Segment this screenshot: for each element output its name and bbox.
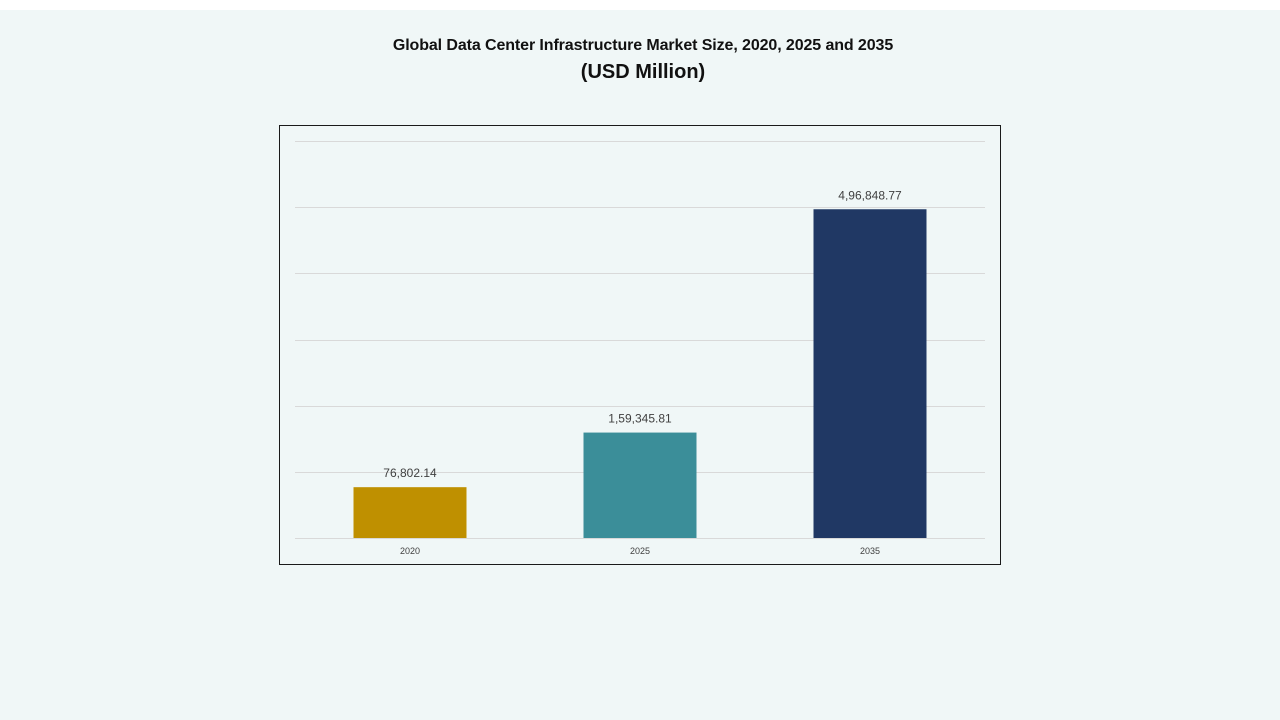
x-tick-label-2025: 2025 <box>630 546 650 556</box>
chart-subtitle: (USD Million) <box>580 61 706 83</box>
x-tick-label-2035: 2035 <box>860 546 880 556</box>
chart-frame: 76,802.14 1,59,345.81 4,96,848.77 2020 2025… <box>279 125 1001 565</box>
chart-title: Global Data Center Infrastructure Market… <box>392 37 894 54</box>
data-label-2035: 4,96,848.77 <box>838 188 902 202</box>
chart-title-block: Global Data Center Infrastructure Market… <box>0 36 1280 85</box>
bar-2025 <box>583 432 697 538</box>
data-label-2020: 76,802.14 <box>383 466 437 480</box>
data-labels: 76,802.14 1,59,345.81 4,96,848.77 <box>383 188 902 480</box>
x-axis-ticks: 2020 2025 2035 <box>400 546 880 556</box>
bars <box>353 209 927 538</box>
bar-2035 <box>813 209 927 538</box>
x-tick-label-2020: 2020 <box>400 546 420 556</box>
bar-2020 <box>353 487 467 538</box>
bar-chart: 76,802.14 1,59,345.81 4,96,848.77 2020 2025… <box>295 141 985 556</box>
data-label-2025: 1,59,345.81 <box>608 412 672 426</box>
